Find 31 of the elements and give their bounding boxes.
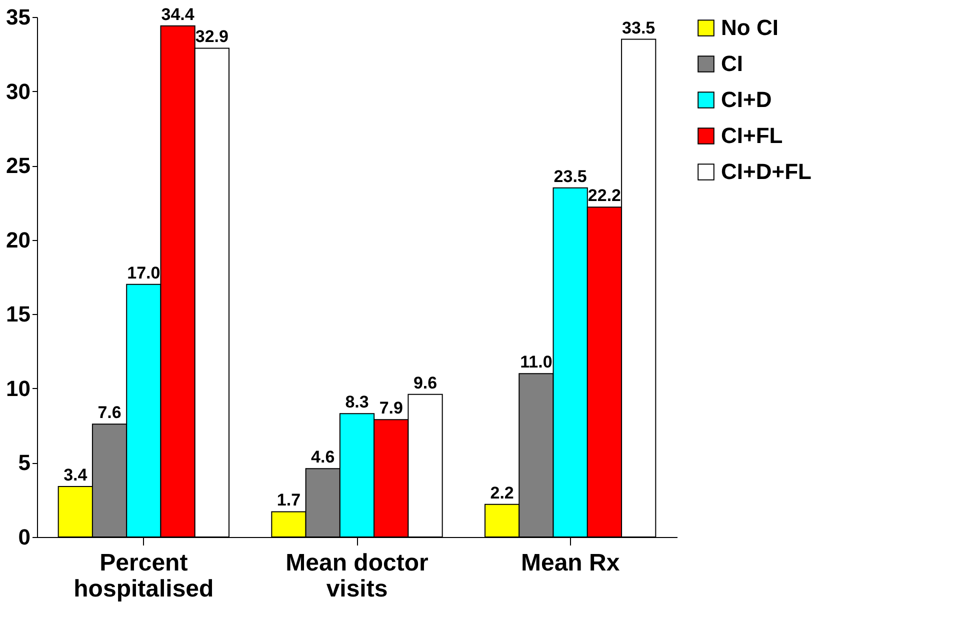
legend-label: No CI [721,15,778,40]
data-label: 34.4 [161,4,195,24]
x-tick-label: Percent hospitalised [74,550,214,602]
legend-label: CI+D+FL [721,159,812,184]
data-label: 22.2 [588,186,622,206]
data-label: 3.4 [64,465,88,484]
y-tick-label: 15 [6,302,30,327]
y-tick-label: 0 [18,524,30,550]
data-label: 8.3 [345,392,369,412]
data-label: 9.6 [413,373,438,392]
y-tick-label: 25 [6,153,30,178]
y-tick-label: 35 [6,4,30,30]
data-label: 17.0 [127,263,160,282]
x-tick-label: Mean Rx [520,550,620,576]
data-label: 7.9 [379,398,403,418]
data-label: 32.9 [195,27,228,46]
y-tick-label: 20 [6,227,30,252]
legend-label: CI+D [721,87,772,112]
y-tick-label: 30 [6,78,30,104]
x-tick-label: Mean doctor visits [286,550,428,602]
data-label: 7.6 [98,403,122,422]
data-label: 23.5 [554,166,587,186]
legend-label: CI+FL [721,123,783,148]
y-tick-label: 5 [18,450,30,476]
data-label: 2.2 [490,483,514,502]
data-label: 4.6 [311,448,335,467]
data-label: 11.0 [520,352,552,372]
y-tick-label: 10 [6,376,30,401]
data-label: 33.5 [622,18,656,38]
legend-label: CI [721,51,743,76]
data-label: 1.7 [276,490,301,510]
